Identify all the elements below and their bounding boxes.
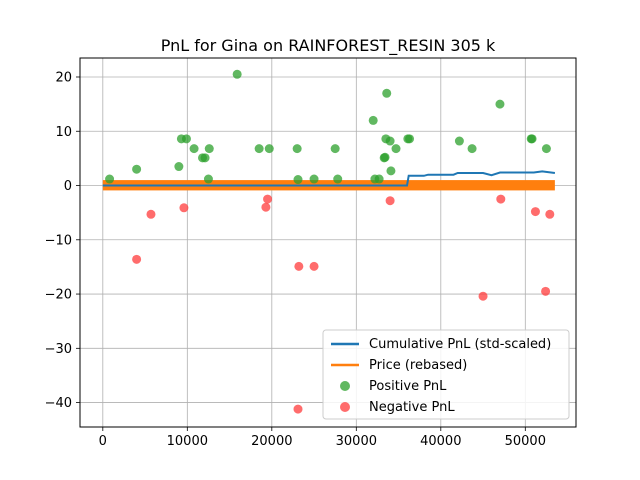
negative-pnl-point bbox=[294, 261, 304, 271]
positive-pnl-point bbox=[264, 144, 274, 154]
cumulative-line-layer bbox=[102, 170, 556, 187]
positive-pnl-point bbox=[309, 174, 319, 184]
positive-pnl-point bbox=[330, 144, 340, 154]
positive-pnl-point bbox=[232, 69, 242, 79]
y-tick-label: −10 bbox=[45, 233, 72, 248]
legend-cumulative-label: Cumulative PnL (std-scaled) bbox=[369, 337, 551, 352]
y-tick-label: −20 bbox=[45, 288, 72, 303]
positive-pnl-point bbox=[380, 152, 390, 162]
positive-pnl-point bbox=[174, 162, 184, 172]
negative-pnl-point bbox=[496, 194, 506, 204]
negative-pnl-point bbox=[385, 196, 395, 206]
x-axis-ticks: 0 10000 20000 30000 40000 50000 bbox=[99, 427, 546, 449]
positive-pnl-point bbox=[293, 175, 303, 185]
y-tick-label: 10 bbox=[55, 125, 72, 140]
plot-frame bbox=[79, 57, 577, 428]
positive-pnl-point bbox=[495, 99, 505, 109]
positive-pnl-point bbox=[189, 144, 199, 154]
cumulative-pnl-line bbox=[102, 170, 556, 187]
positive-pnl-point bbox=[181, 134, 191, 144]
legend-negative-label: Negative PnL bbox=[369, 400, 455, 415]
negative-pnl-point bbox=[179, 203, 189, 213]
x-tick-label: 40000 bbox=[420, 434, 461, 449]
y-tick-label: −40 bbox=[45, 396, 72, 411]
positive-pnl-point bbox=[132, 164, 142, 174]
positive-pnl-point bbox=[374, 174, 384, 184]
negative-points-layer bbox=[132, 194, 555, 414]
positive-pnl-point bbox=[203, 174, 213, 184]
positive-pnl-point bbox=[454, 136, 464, 146]
positive-pnl-point bbox=[405, 134, 415, 144]
negative-pnl-point bbox=[309, 261, 319, 271]
legend-positive-label: Positive PnL bbox=[369, 379, 447, 394]
positive-pnl-point bbox=[527, 134, 537, 144]
positive-pnl-point bbox=[541, 144, 551, 154]
legend-negative-swatch bbox=[340, 402, 350, 412]
positive-points-layer bbox=[105, 69, 551, 185]
x-tick-label: 30000 bbox=[336, 434, 377, 449]
positive-pnl-point bbox=[391, 144, 401, 154]
positive-pnl-point bbox=[382, 88, 392, 98]
x-tick-label: 20000 bbox=[251, 434, 292, 449]
positive-pnl-point bbox=[105, 174, 115, 184]
chart-title: PnL for Gina on RAINFOREST_RESIN 305 k bbox=[161, 36, 496, 56]
positive-pnl-point bbox=[254, 144, 264, 154]
positive-pnl-point bbox=[204, 144, 214, 154]
y-tick-label: 0 bbox=[64, 179, 72, 194]
negative-pnl-point bbox=[541, 286, 551, 296]
positive-pnl-point bbox=[467, 144, 477, 154]
negative-pnl-point bbox=[530, 207, 540, 217]
negative-pnl-point bbox=[146, 209, 156, 219]
legend-box bbox=[322, 329, 570, 420]
negative-pnl-point bbox=[132, 254, 142, 264]
positive-pnl-point bbox=[200, 153, 210, 163]
positive-pnl-point bbox=[386, 166, 396, 176]
legend: Cumulative PnL (std-scaled) Price (rebas… bbox=[322, 329, 570, 420]
legend-price-label: Price (rebased) bbox=[369, 358, 467, 373]
positive-pnl-point bbox=[385, 136, 395, 146]
positive-pnl-point bbox=[333, 174, 343, 184]
x-tick-label: 10000 bbox=[167, 434, 208, 449]
negative-pnl-point bbox=[478, 291, 488, 301]
negative-pnl-point bbox=[263, 194, 273, 204]
negative-pnl-point bbox=[545, 209, 555, 219]
legend-positive-swatch bbox=[340, 381, 350, 391]
x-tick-label: 0 bbox=[99, 434, 107, 449]
x-tick-label: 50000 bbox=[505, 434, 546, 449]
negative-pnl-point bbox=[261, 202, 271, 212]
y-tick-label: −30 bbox=[45, 342, 72, 357]
positive-pnl-point bbox=[292, 144, 302, 154]
y-axis-ticks: −40 −30 −20 −10 0 10 20 bbox=[45, 70, 80, 411]
y-tick-label: 20 bbox=[55, 70, 72, 85]
negative-pnl-point bbox=[293, 404, 303, 414]
positive-pnl-point bbox=[368, 115, 378, 125]
